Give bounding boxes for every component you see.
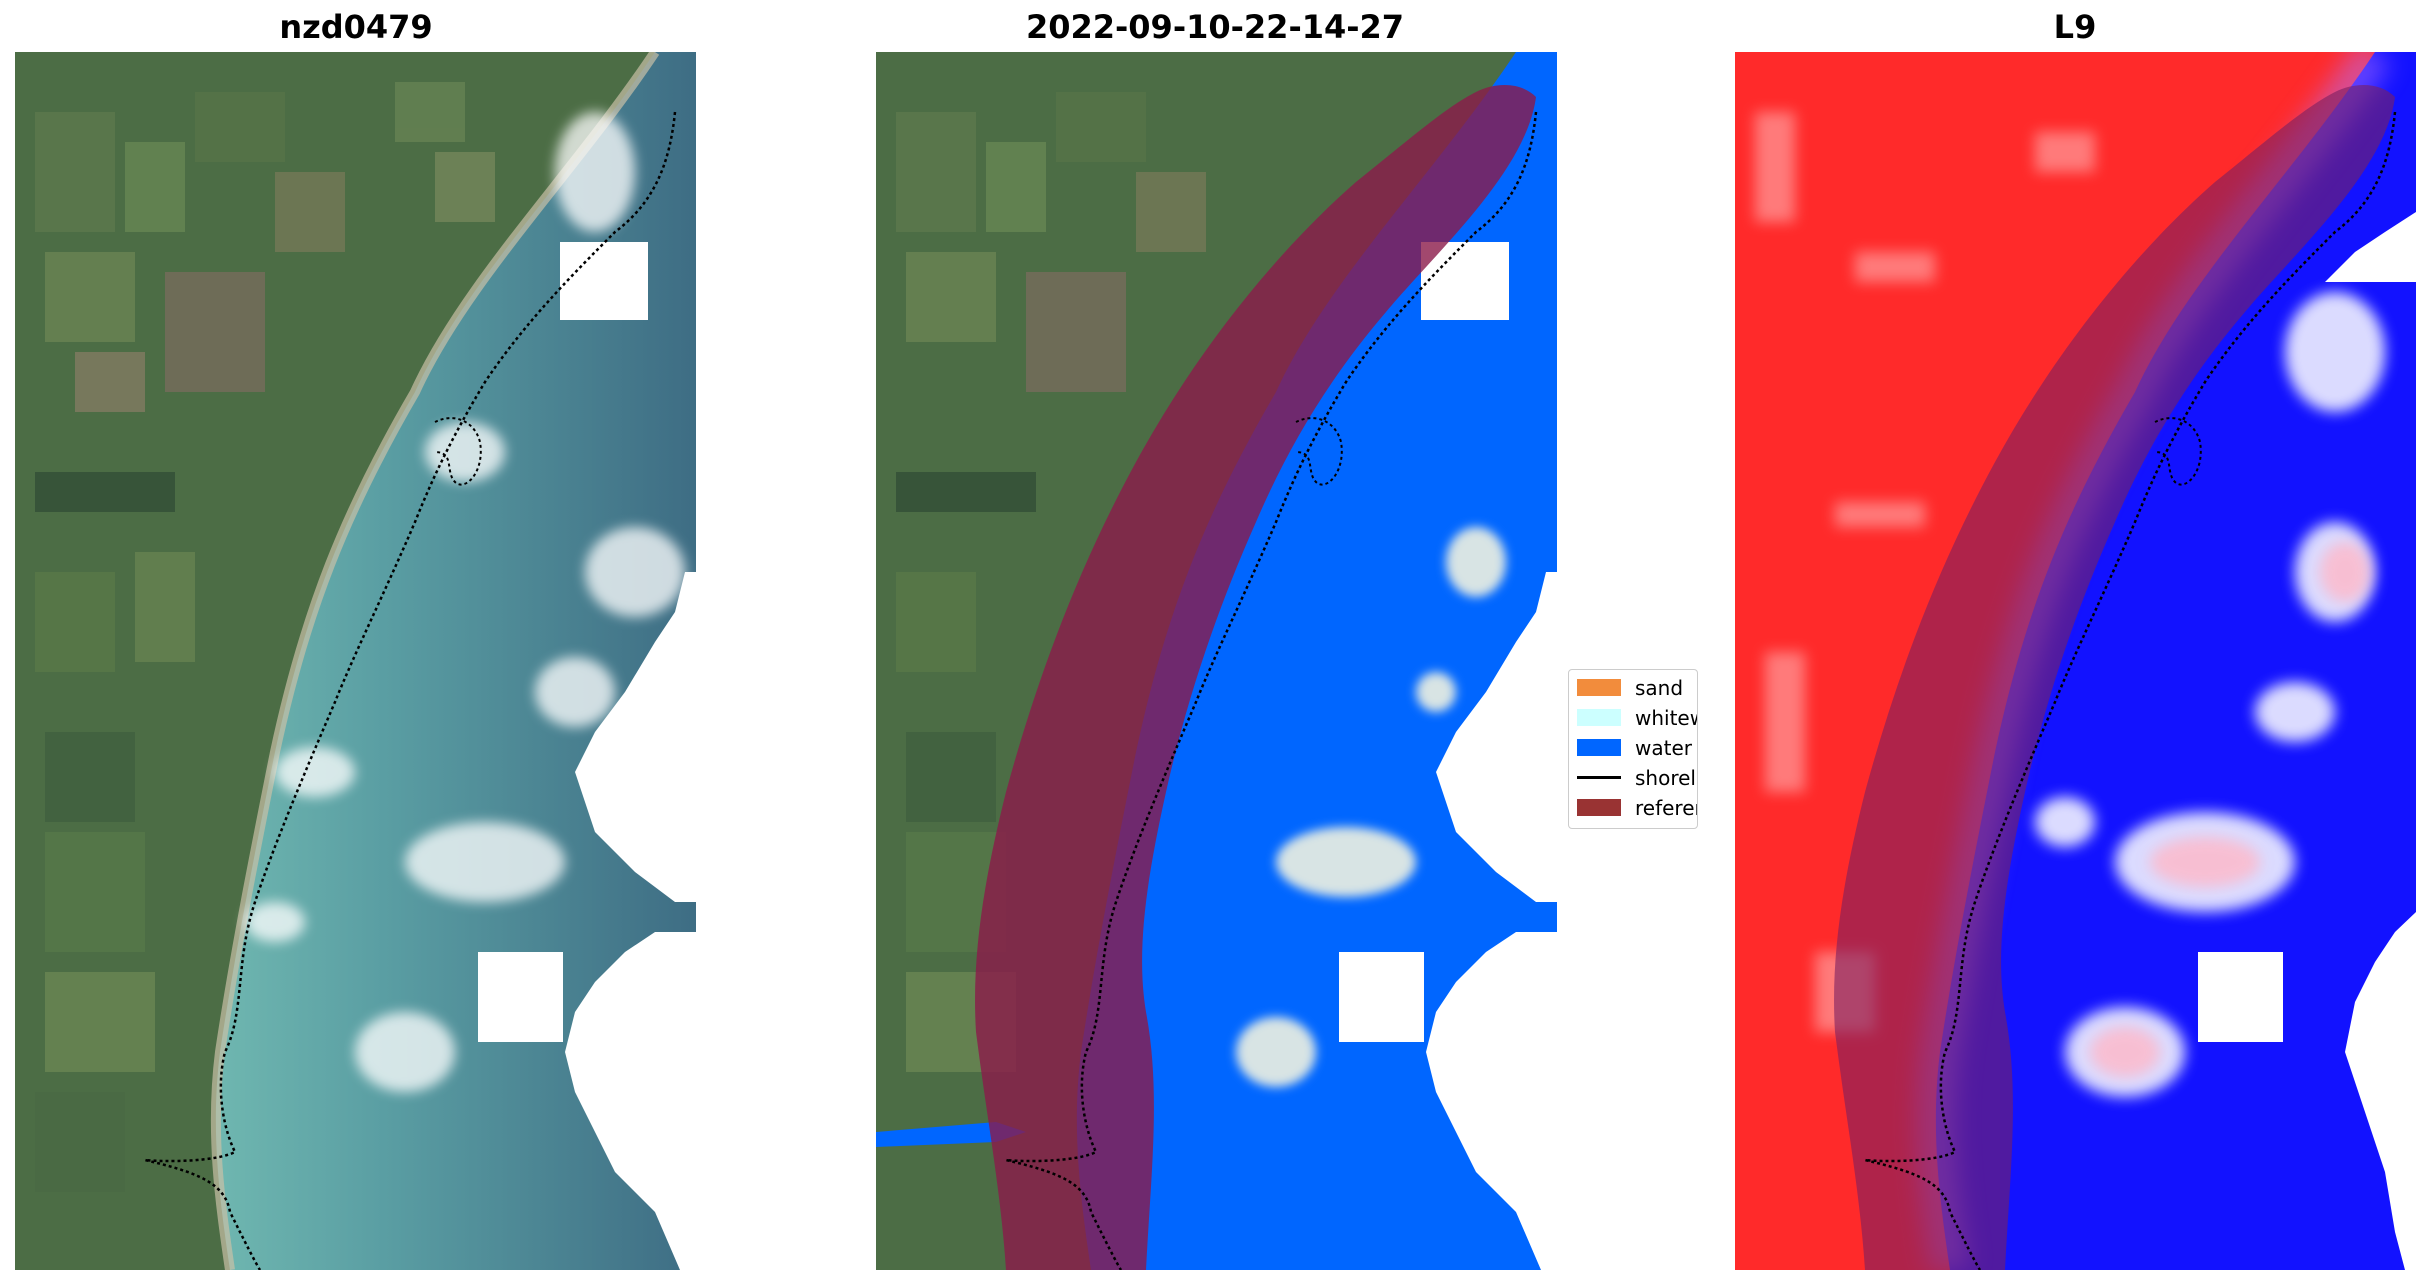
whitewater-swatch	[1577, 709, 1621, 726]
legend-label-shoreline: shoreline	[1635, 766, 1697, 790]
legend-label-water: water	[1635, 736, 1692, 760]
legend-label-reference: reference	[1635, 796, 1697, 820]
shoreline-swatch	[1577, 776, 1621, 779]
panel-title-date: 2022-09-10-22-14-27	[1025, 8, 1405, 46]
index-panel	[1735, 52, 2416, 1270]
classification-image	[876, 52, 1557, 1270]
rgb-image-panel	[15, 52, 696, 1270]
panel-title-sensor: L9	[2053, 8, 2097, 46]
sand-swatch	[1577, 679, 1621, 696]
index-image	[1735, 52, 2416, 1270]
water-swatch	[1577, 739, 1621, 756]
reference-swatch	[1577, 799, 1621, 816]
panel-title-rgb: nzd0479	[279, 8, 433, 46]
rgb-image	[15, 52, 696, 1270]
legend-label-sand: sand	[1635, 676, 1684, 700]
classification-panel	[876, 52, 1557, 1270]
